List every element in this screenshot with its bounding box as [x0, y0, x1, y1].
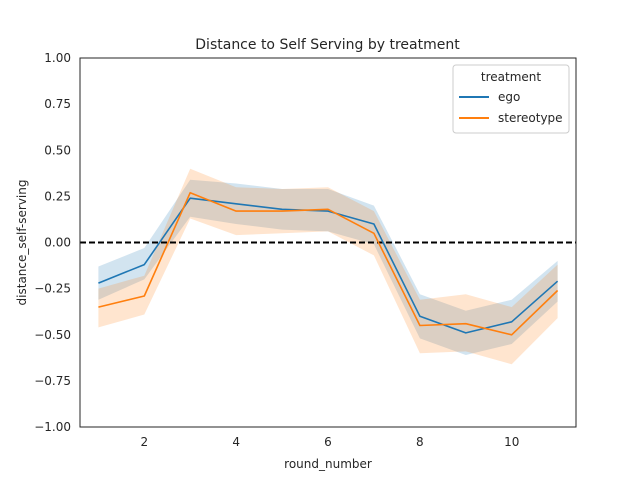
plot-frame	[79, 57, 577, 428]
y-axis-label: distance_self-serving	[15, 180, 29, 306]
x-axis-label: round_number	[284, 457, 372, 471]
y-tick-label: −0.50	[34, 328, 71, 342]
x-tick-label: 6	[324, 435, 332, 449]
ci-band-stereotype	[98, 168, 558, 365]
y-tick-label: −0.25	[34, 282, 71, 296]
y-tick-label: 0.00	[44, 236, 71, 250]
y-tick-label: 0.50	[44, 143, 71, 157]
series-line-stereotype	[98, 191, 559, 336]
y-tick-label: −0.75	[34, 374, 71, 388]
series-line-ego	[98, 197, 559, 334]
chart-title: Distance to Self Serving by treatment	[195, 37, 460, 53]
legend-title: treatment	[481, 70, 541, 84]
y-axis-ticks: −1.00 −0.75 −0.50 −0.25 0.00 0.25 0.50 0.75 1.00	[34, 51, 71, 434]
x-axis-ticks: 2 4 6 8 10	[140, 435, 519, 449]
x-tick-label: 8	[416, 435, 424, 449]
x-tick-label: 4	[232, 435, 240, 449]
confidence-bands	[98, 168, 558, 365]
x-tick-label: 10	[504, 435, 519, 449]
y-tick-label: 0.75	[44, 97, 71, 111]
legend-label-ego: ego	[498, 90, 520, 104]
x-tick-label: 2	[140, 435, 148, 449]
y-tick-label: 0.25	[44, 189, 71, 203]
legend-label-stereotype: stereotype	[498, 111, 563, 125]
y-tick-label: −1.00	[34, 420, 71, 434]
series-lines	[98, 191, 559, 336]
ci-band-ego	[98, 179, 558, 355]
legend: treatment ego stereotype	[452, 64, 570, 134]
y-tick-label: 1.00	[44, 51, 71, 65]
legend-box	[452, 64, 570, 134]
